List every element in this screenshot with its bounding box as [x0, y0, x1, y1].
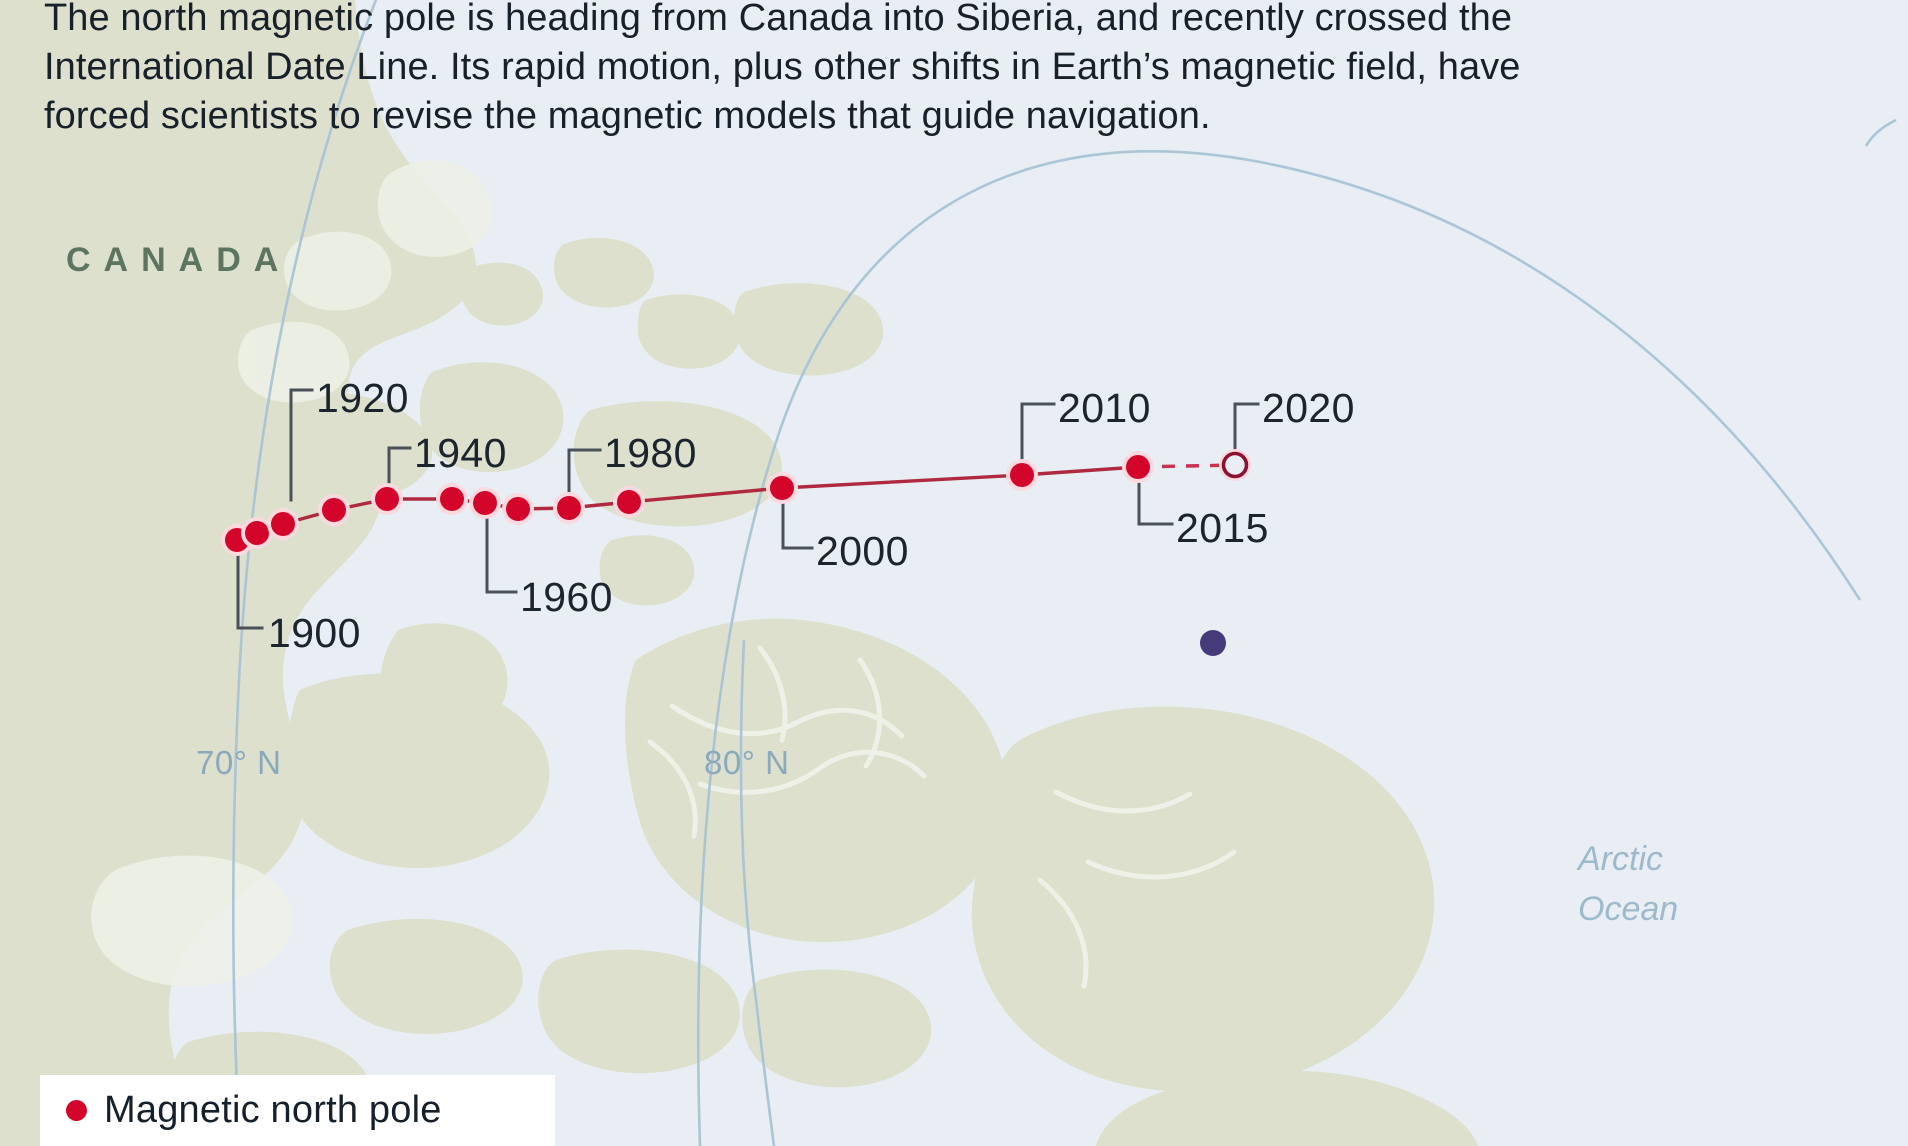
- marker-1920: [318, 494, 350, 526]
- callout-label-2015: 2015: [1176, 505, 1269, 551]
- leader-2000: [781, 498, 814, 550]
- leader-2010: [1020, 402, 1056, 465]
- land-highlight-c: [238, 321, 350, 403]
- callout-label-2020: 2020: [1262, 385, 1355, 431]
- marker-2015: [1122, 451, 1154, 483]
- land-highlight-group: [91, 160, 492, 987]
- callout-label-2000: 2000: [816, 528, 909, 574]
- graticule-group: [232, 0, 1897, 1146]
- land-small-island-g: [538, 949, 740, 1074]
- meridian-b: [1864, 118, 1897, 147]
- intro-paragraph: The north magnetic pole is heading from …: [44, 0, 1521, 137]
- arctic-ocean-line2: Ocean: [1578, 890, 1679, 928]
- land-small-island-h: [742, 969, 932, 1088]
- marker-1940: [436, 483, 468, 515]
- map-label-latitude-70: 70° N: [196, 744, 282, 781]
- marker-2020-projected: [1219, 449, 1251, 481]
- parallel-70: [232, 0, 378, 1146]
- legend-marker-icon: [66, 1100, 87, 1121]
- land-small-island-e: [76, 448, 158, 509]
- map-label-latitude-80: 80° N: [704, 744, 790, 781]
- map-label-arctic-ocean: Arctic Ocean: [1578, 834, 1678, 934]
- land-highlight-d: [91, 855, 293, 987]
- leader-2020: [1233, 402, 1260, 454]
- leader-1960: [485, 514, 518, 594]
- callout-leader-lines: [236, 388, 1260, 630]
- land-melville-island: [237, 391, 433, 503]
- marker-2000: [766, 472, 798, 504]
- callout-label-1960: 1960: [520, 574, 613, 620]
- land-small-island-j: [637, 294, 740, 369]
- land-small-island-d: [170, 556, 255, 619]
- callout-label-1920: 1920: [316, 375, 409, 421]
- map-label-canada: CANADA: [66, 241, 292, 279]
- callout-label-1980: 1980: [604, 430, 697, 476]
- marker-1950: [469, 487, 501, 519]
- parallel-80: [696, 150, 1862, 1146]
- marker-1910: [267, 508, 299, 540]
- callout-label-2010: 2010: [1058, 385, 1151, 431]
- marker-1960: [502, 493, 534, 525]
- pole-markers: [221, 449, 1251, 656]
- land-prince-of-wales: [380, 623, 508, 739]
- callout-label-1900: 1900: [268, 610, 361, 656]
- legend-box: Magnetic north pole: [40, 1075, 555, 1146]
- land-small-island-b: [553, 237, 654, 308]
- marker-1990: [613, 486, 645, 518]
- marker-geographic-north-pole: [1200, 630, 1226, 656]
- arctic-ocean-line1: Arctic: [1578, 840, 1663, 878]
- pole-track-projected: [1137, 463, 1236, 469]
- leader-1920: [289, 388, 314, 502]
- land-bathurst-island: [419, 362, 564, 473]
- marker-1930: [371, 483, 403, 515]
- land-small-island-k: [734, 283, 884, 376]
- leader-1940: [387, 446, 412, 490]
- callout-label-1940: 1940: [414, 430, 507, 476]
- marker-2010: [1006, 459, 1038, 491]
- legend-marker-label: Magnetic north pole: [104, 1089, 442, 1131]
- inlet-lines: [647, 645, 1237, 989]
- leader-1900: [236, 550, 264, 630]
- land-small-island-c: [599, 535, 695, 606]
- leader-1980: [567, 448, 602, 498]
- land-small-island-f: [329, 918, 523, 1035]
- land-greenland-north: [1096, 1070, 1478, 1146]
- land-highlight-b: [284, 231, 392, 311]
- land-banks-island: [86, 700, 238, 852]
- leader-2015: [1137, 478, 1174, 526]
- land-highlight-a: [377, 160, 492, 257]
- marker-1905: [241, 517, 273, 549]
- meridian-a: [739, 639, 776, 1146]
- marker-1980: [553, 492, 585, 524]
- land-small-island-a: [460, 262, 544, 326]
